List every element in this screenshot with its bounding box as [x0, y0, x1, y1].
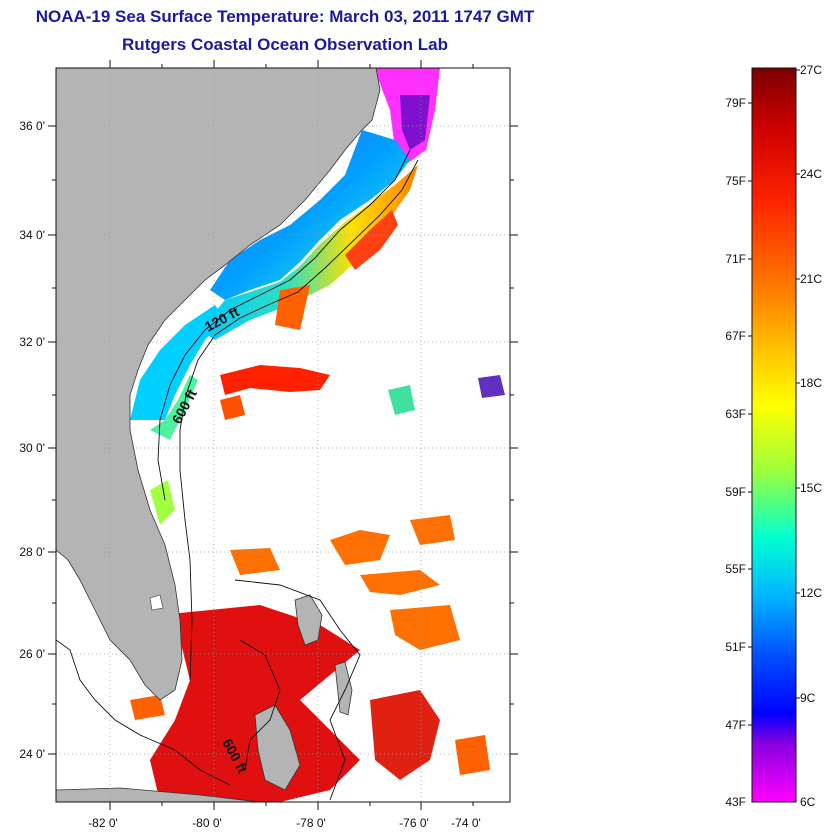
colorbar-label-f: 63F [725, 407, 746, 421]
sst-patch-florida-east [150, 480, 175, 525]
sst-patch-bahamas-east [370, 690, 440, 780]
land-us-mainland [56, 68, 381, 701]
colorbar-label-c: 24C [800, 167, 822, 181]
colorbar-fahrenheit-labels: 79F 75F 71F 67F 63F 59F 55F 51F 47F 43F [725, 96, 746, 809]
sst-coastal-band-south [130, 305, 225, 420]
sst-patch-east-small [388, 385, 415, 415]
sst-patch-cape-hatteras [345, 210, 398, 270]
land-lake-okeechobee [149, 594, 164, 611]
colorbar-label-f: 59F [725, 485, 746, 499]
lat-label: 26 0' [19, 647, 45, 661]
lon-label: -80 0' [192, 816, 222, 830]
lat-label: 30 0' [19, 441, 45, 455]
colorbar: 79F 75F 71F 67F 63F 59F 55F 51F 47F 43F … [725, 63, 822, 809]
lon-label: -74 0' [451, 816, 481, 830]
lon-label: -76 0' [399, 816, 429, 830]
colorbar-label-f: 79F [725, 96, 746, 110]
lat-label: 24 0' [19, 747, 45, 761]
colorbar-label-c: 9C [800, 691, 816, 705]
colorbar-label-f: 71F [725, 252, 746, 266]
sst-coastal-band-north [210, 130, 410, 300]
sst-patch-offshore-3 [220, 395, 245, 420]
contour-florida-west [56, 639, 231, 786]
sst-patch-offshore-6 [230, 548, 280, 575]
sst-patch-offshore-2 [275, 285, 310, 330]
colorbar-label-c: 21C [800, 272, 822, 286]
land-andros-island [254, 704, 301, 791]
colorbar-label-c: 6C [800, 795, 816, 809]
latitude-labels: 36 0' 34 0' 32 0' 30 0' 28 0' 26 0' 24 0… [19, 119, 45, 761]
colorbar-label-c: 27C [800, 63, 822, 77]
plot-frame [55, 67, 511, 803]
sst-patch-offshore-1 [220, 365, 330, 395]
colorbar-label-f: 47F [725, 718, 746, 732]
sst-patch-florida-keys [130, 695, 165, 720]
contour-bahamas-2 [239, 639, 281, 771]
colorbar-gradient [751, 67, 797, 803]
sst-shelf-band [200, 165, 418, 340]
sst-patch-offshore-5 [360, 570, 440, 595]
colorbar-label-c: 18C [800, 376, 822, 390]
contour-120ft [157, 149, 411, 501]
sst-patch-east-purple [478, 375, 505, 398]
land-layer [56, 68, 381, 802]
lat-label: 34 0' [19, 228, 45, 242]
colorbar-label-f: 55F [725, 562, 746, 576]
bathymetry-contours [56, 149, 419, 801]
lon-label: -78 0' [296, 816, 326, 830]
contour-600ft [179, 159, 419, 681]
sst-patch-offshore-7 [410, 515, 455, 545]
colorbar-label-f: 75F [725, 174, 746, 188]
colorbar-ticks [748, 69, 800, 726]
lon-label: -82 0' [88, 816, 118, 830]
sst-data-layer [130, 68, 505, 802]
tick-marks [48, 60, 518, 810]
colorbar-label-c: 12C [800, 586, 822, 600]
colorbar-label-f: 51F [725, 640, 746, 654]
land-cuba [56, 787, 261, 802]
lat-label: 36 0' [19, 119, 45, 133]
colorbar-label-c: 15C [800, 481, 822, 495]
sst-patch-offshore-8 [390, 605, 460, 650]
colorbar-label-f: 43F [725, 795, 746, 809]
longitude-labels: -82 0' -80 0' -78 0' -76 0' -74 0' [88, 816, 481, 830]
colorbar-label-f: 67F [725, 329, 746, 343]
map-subtitle: Rutgers Coastal Ocean Observation Lab [122, 35, 448, 54]
lat-label: 28 0' [19, 545, 45, 559]
sst-patch-bahamas [150, 605, 360, 802]
sst-purple-patch [400, 95, 430, 150]
sst-patch-offshore-4 [330, 530, 390, 565]
sst-coastal-green [150, 375, 198, 440]
sst-patch-south-east [455, 735, 490, 775]
contour-bahamas [234, 579, 361, 801]
map-title: NOAA-19 Sea Surface Temperature: March 0… [35, 7, 535, 26]
lat-label: 32 0' [19, 335, 45, 349]
colorbar-celsius-labels: 27C 24C 21C 18C 15C 12C 9C 6C [800, 63, 822, 809]
